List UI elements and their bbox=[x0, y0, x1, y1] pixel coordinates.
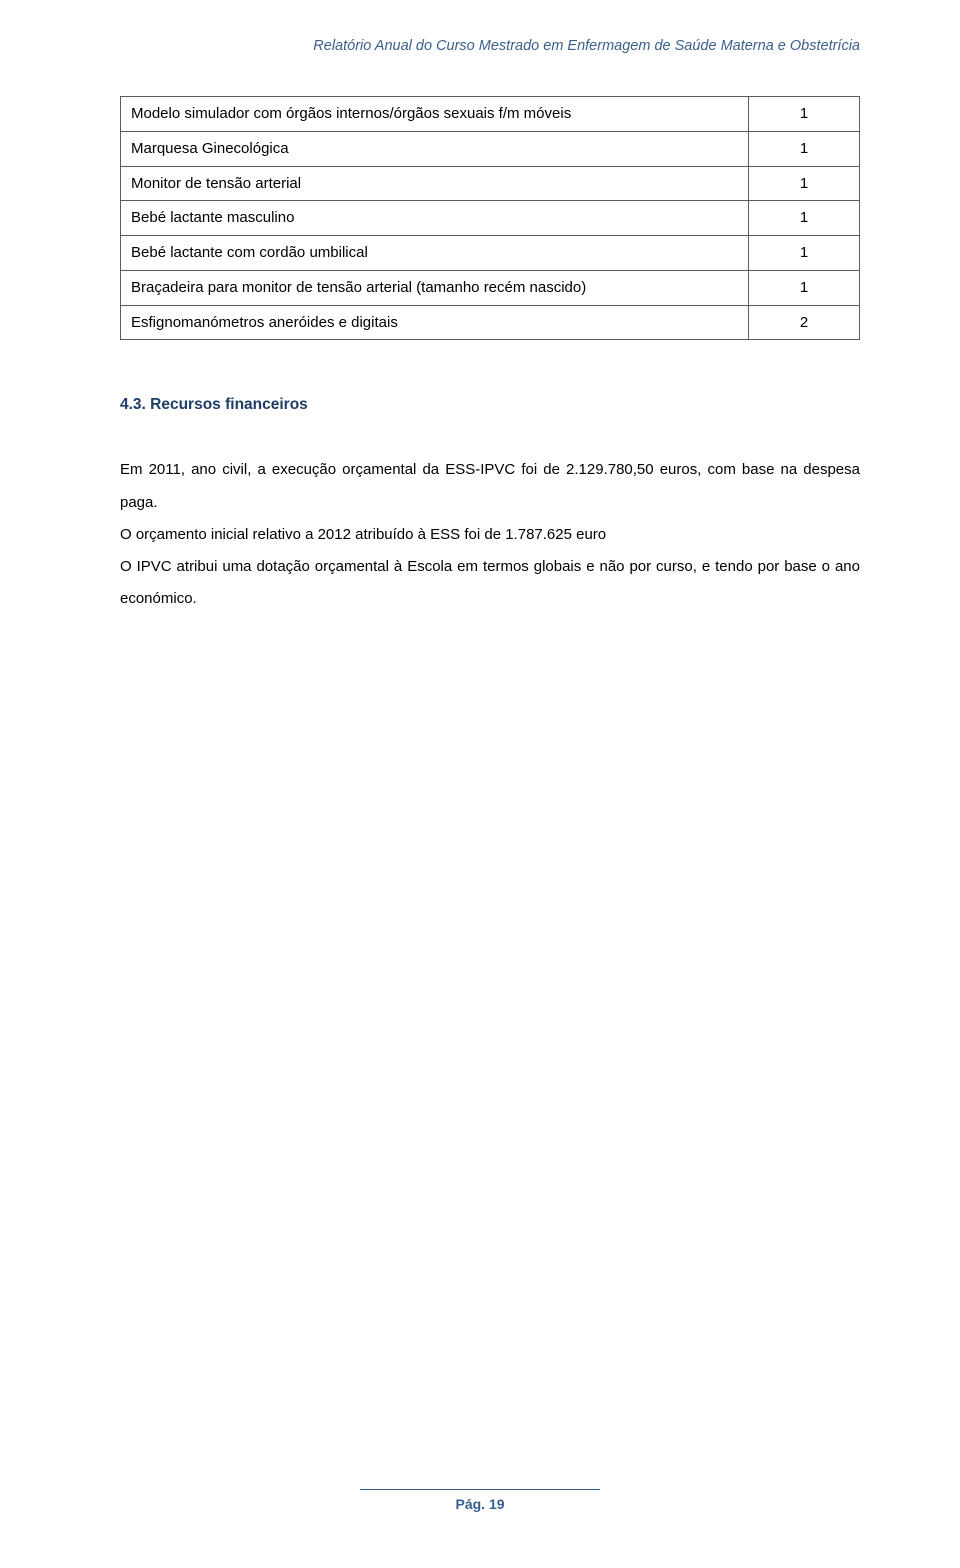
section-heading: 4.3. Recursos financeiros bbox=[120, 396, 860, 414]
table-cell-value: 1 bbox=[749, 236, 860, 271]
table-cell-label: Marquesa Ginecológica bbox=[121, 131, 749, 166]
page-header-title: Relatório Anual do Curso Mestrado em Enf… bbox=[120, 38, 860, 54]
table-row: Bebé lactante com cordão umbilical 1 bbox=[121, 236, 860, 271]
table-row: Esfignomanómetros aneróides e digitais 2 bbox=[121, 305, 860, 340]
table-cell-label: Braçadeira para monitor de tensão arteri… bbox=[121, 270, 749, 305]
table-cell-value: 1 bbox=[749, 201, 860, 236]
paragraph: O IPVC atribui uma dotação orçamental à … bbox=[120, 551, 860, 616]
footer-divider bbox=[360, 1489, 600, 1490]
table-cell-value: 1 bbox=[749, 270, 860, 305]
table-cell-value: 1 bbox=[749, 131, 860, 166]
resources-table: Modelo simulador com órgãos internos/órg… bbox=[120, 96, 860, 340]
paragraph: Em 2011, ano civil, a execução orçamenta… bbox=[120, 454, 860, 519]
paragraph: O orçamento inicial relativo a 2012 atri… bbox=[120, 519, 860, 551]
table-cell-label: Monitor de tensão arterial bbox=[121, 166, 749, 201]
page-number: Pág. 19 bbox=[455, 1496, 504, 1512]
table-row: Modelo simulador com órgãos internos/órg… bbox=[121, 97, 860, 132]
page-container: Relatório Anual do Curso Mestrado em Enf… bbox=[0, 0, 960, 1568]
table-row: Marquesa Ginecológica 1 bbox=[121, 131, 860, 166]
table-cell-value: 1 bbox=[749, 166, 860, 201]
table-row: Braçadeira para monitor de tensão arteri… bbox=[121, 270, 860, 305]
table-cell-value: 1 bbox=[749, 97, 860, 132]
table-cell-label: Bebé lactante com cordão umbilical bbox=[121, 236, 749, 271]
table-cell-label: Bebé lactante masculino bbox=[121, 201, 749, 236]
table-cell-value: 2 bbox=[749, 305, 860, 340]
table-row: Bebé lactante masculino 1 bbox=[121, 201, 860, 236]
page-footer: Pág. 19 bbox=[0, 1489, 960, 1514]
table-cell-label: Esfignomanómetros aneróides e digitais bbox=[121, 305, 749, 340]
body-text-block: Em 2011, ano civil, a execução orçamenta… bbox=[120, 454, 860, 615]
table-row: Monitor de tensão arterial 1 bbox=[121, 166, 860, 201]
table-cell-label: Modelo simulador com órgãos internos/órg… bbox=[121, 97, 749, 132]
